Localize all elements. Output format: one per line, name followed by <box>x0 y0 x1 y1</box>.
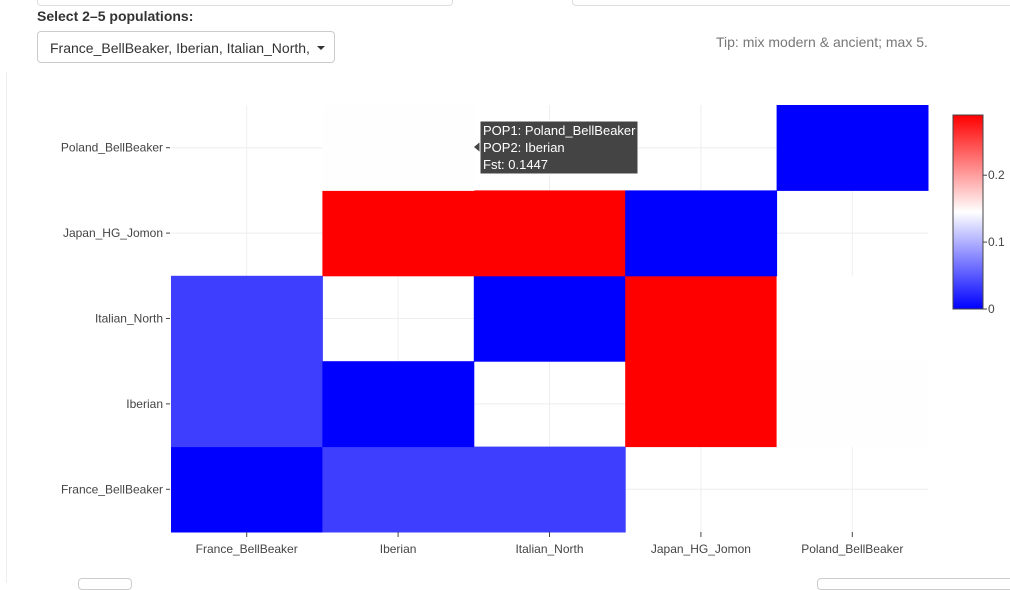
heatmap-cell[interactable] <box>322 446 475 533</box>
chevron-down-icon <box>317 46 325 50</box>
populations-select[interactable]: France_BellBeaker, Iberian, Italian_Nort… <box>37 31 335 63</box>
panel-divider <box>6 72 7 583</box>
heatmap-cell[interactable] <box>171 361 323 448</box>
heatmap-cell[interactable] <box>473 275 626 362</box>
tooltip-pointer <box>474 142 480 152</box>
x-tick-label: Italian_North <box>515 542 583 556</box>
heatmap-cell[interactable] <box>171 446 323 533</box>
y-tick-label: Italian_North <box>95 312 163 326</box>
top-panel-edge-right <box>572 0 1010 6</box>
colorbar-tick-label: 0.2 <box>988 168 1005 182</box>
tooltip-line: Fst: 0.1447 <box>483 157 548 172</box>
top-panel-edge-left <box>37 0 453 6</box>
tooltip-line: POP1: Poland_BellBeaker <box>483 123 636 138</box>
heatmap-cell[interactable] <box>473 190 626 277</box>
heatmap-cell[interactable] <box>473 446 626 533</box>
y-tick-label: France_BellBeaker <box>61 482 163 496</box>
colorbar <box>952 114 984 310</box>
x-tick-label: France_BellBeaker <box>196 542 298 556</box>
tooltip-line: POP2: Iberian <box>483 140 565 155</box>
y-tick-label: Poland_BellBeaker <box>61 141 163 155</box>
populations-select-value: France_BellBeaker, Iberian, Italian_Nort… <box>50 40 310 56</box>
x-tick-label: Japan_HG_Jomon <box>651 542 751 556</box>
heatmap-cell[interactable] <box>625 361 778 448</box>
tooltip-box <box>479 120 639 175</box>
heatmap-cell[interactable] <box>776 105 929 191</box>
y-tick-label: Japan_HG_Jomon <box>63 226 163 240</box>
heatmap-cell[interactable] <box>776 275 929 362</box>
heatmap-cell[interactable] <box>171 275 323 362</box>
heatmap-cell[interactable] <box>322 190 475 277</box>
populations-label: Select 2–5 populations: <box>37 8 194 24</box>
y-tick-label: Iberian <box>126 397 163 411</box>
tip-text: Tip: mix modern & ancient; max 5. <box>716 34 928 50</box>
heatmap-cell[interactable] <box>322 105 475 191</box>
heatmap-cell[interactable] <box>625 190 778 277</box>
x-tick-label: Iberian <box>380 542 417 556</box>
heatmap-cell[interactable] <box>322 361 475 448</box>
colorbar-tick-label: 0 <box>988 302 995 316</box>
heatmap-cell[interactable] <box>776 361 929 448</box>
x-tick-label: Poland_BellBeaker <box>801 542 903 556</box>
heatmap-cell[interactable] <box>625 275 778 362</box>
colorbar-tick-label: 0.1 <box>988 235 1005 249</box>
